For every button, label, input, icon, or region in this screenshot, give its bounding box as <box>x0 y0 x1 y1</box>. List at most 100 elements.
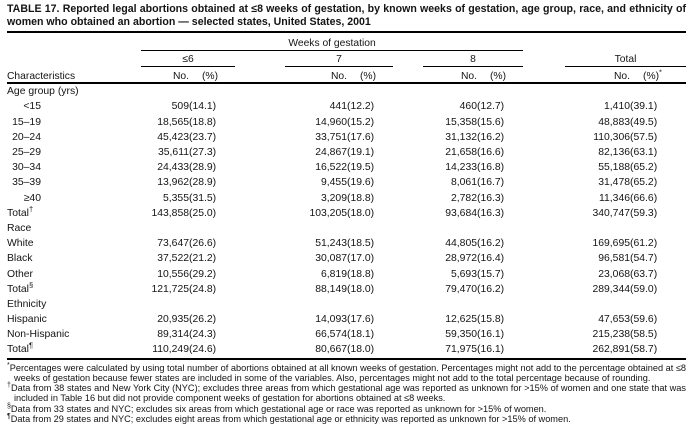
column-gap <box>523 51 565 67</box>
no-header: No. <box>565 66 631 85</box>
footnote-marker: ¶ <box>28 341 33 350</box>
column-gap <box>523 99 565 114</box>
column-gap <box>235 342 285 360</box>
column-gap <box>393 175 423 190</box>
column-gap <box>523 342 566 360</box>
count-cell: 5,355 <box>162 192 189 204</box>
column-gap <box>393 115 423 130</box>
row-label: 35–39 <box>7 175 141 190</box>
percent-cell: (16.1) <box>477 342 524 360</box>
column-gap <box>523 327 565 342</box>
count-cell: 10,556 <box>157 268 189 280</box>
column-gap <box>393 51 423 67</box>
column-gap <box>235 206 285 221</box>
section-row: Race <box>7 221 686 236</box>
column-gap <box>523 251 565 266</box>
count-cell: 35,611 <box>157 147 189 159</box>
count-cell: 110,249 <box>141 342 189 360</box>
section-row: Age group (yrs) <box>7 83 686 99</box>
row-label-text: <15 <box>23 101 41 113</box>
percent-cell: (18.0) <box>347 342 393 360</box>
percent-cell: (58.5) <box>630 329 658 341</box>
row-label-text: 30–34 <box>12 162 41 174</box>
section-label: Ethnicity <box>7 298 47 310</box>
count-cell: 14,093 <box>315 314 347 326</box>
count-cell: 441 <box>329 101 347 113</box>
row-label: 25–29 <box>7 145 141 160</box>
group-header-row: ≤6 7 8 Total <box>7 50 687 68</box>
count-cell: 31,478 <box>598 177 631 189</box>
footnote-symbol: § <box>7 402 11 410</box>
count-cell: 96,581 <box>598 253 631 265</box>
count-cell: 30,087 <box>315 253 347 265</box>
column-gap <box>235 175 285 190</box>
percent-cell: (15.6) <box>477 116 505 128</box>
column-gap <box>523 66 566 85</box>
column-gap <box>393 266 423 281</box>
percent-cell: (17.6) <box>347 314 375 326</box>
percent-cell: (23.7) <box>189 131 217 143</box>
percent-cell: (19.1) <box>347 147 375 159</box>
percent-cell: (49.5) <box>630 116 658 128</box>
count-cell: 509 <box>171 101 189 113</box>
percent-cell: (18.8) <box>347 268 375 280</box>
count-cell: 14,960 <box>315 116 347 128</box>
count-cell: 16,522 <box>315 162 347 174</box>
spanner-spacer <box>565 34 686 51</box>
percent-cell: (17.0) <box>347 253 375 265</box>
footnote-symbol: ¶ <box>7 412 11 420</box>
count-cell: 340,747 <box>592 207 631 219</box>
percent-cell: (18.8) <box>189 116 217 128</box>
percent-cell: (18.1) <box>347 329 375 341</box>
percent-cell: (16.1) <box>477 329 505 341</box>
row-label: Other <box>7 268 33 280</box>
percent-cell: (18.5) <box>347 238 375 250</box>
table-row: 20–24 45,423 (23.7) 33,751 (17.6) 31,132 (16.2… <box>7 130 686 145</box>
count-cell: 88,149 <box>315 283 347 295</box>
column-gap <box>523 282 565 297</box>
pct-label: (%) <box>643 71 660 83</box>
percent-cell: (28.9) <box>189 162 217 174</box>
count-cell: 73,647 <box>157 238 189 250</box>
column-gap <box>393 145 423 160</box>
column-gap <box>393 99 423 114</box>
column-gap <box>235 66 285 85</box>
column-gap <box>393 160 423 175</box>
column-gap <box>523 175 565 190</box>
column-gap <box>393 130 423 145</box>
footnote-marker: † <box>28 204 34 214</box>
count-cell: 24,867 <box>315 147 347 159</box>
spanner-spacer <box>7 34 141 51</box>
column-gap <box>393 191 423 206</box>
count-cell: 8,061 <box>450 177 477 189</box>
percent-cell: (63.7) <box>630 268 658 280</box>
gestation-table: Weeks of gestation ≤6 7 8 Total Characte… <box>7 34 687 360</box>
percent-cell: (21.2) <box>189 253 217 265</box>
row-label: Total† <box>7 204 34 219</box>
col-group-total: Total <box>565 50 687 68</box>
percent-cell: (57.5) <box>630 131 658 143</box>
count-cell: 18,565 <box>157 116 189 128</box>
percent-cell: (63.1) <box>630 147 658 159</box>
percent-cell: (27.3) <box>189 147 217 159</box>
percent-cell: (12.2) <box>347 101 375 113</box>
percent-cell: (24.3) <box>189 329 217 341</box>
table-title: TABLE 17. Reported legal abortions obtai… <box>7 3 686 34</box>
percent-cell: (29.2) <box>189 268 217 280</box>
count-cell: 12,625 <box>445 314 477 326</box>
count-cell: 169,695 <box>592 238 631 250</box>
percent-cell: (16.2) <box>477 131 505 143</box>
column-gap <box>235 160 285 175</box>
row-label-text: 15–19 <box>12 116 41 128</box>
table-row: Non-Hispanic 89,314 (24.3) 66,574 (18.1) 59,3… <box>7 327 686 342</box>
col-group-le6: ≤6 <box>141 50 235 68</box>
row-label-text: 20–24 <box>12 131 41 143</box>
percent-cell: (26.2) <box>189 314 217 326</box>
count-cell: 79,470 <box>445 283 477 295</box>
footnotes: *Percentages were calculated by using to… <box>7 360 686 425</box>
count-cell: 44,805 <box>445 238 477 250</box>
count-cell: 24,433 <box>157 162 189 174</box>
count-cell: 1,410 <box>604 101 631 113</box>
count-cell: 48,883 <box>598 116 631 128</box>
row-label: Total§ <box>7 280 34 295</box>
